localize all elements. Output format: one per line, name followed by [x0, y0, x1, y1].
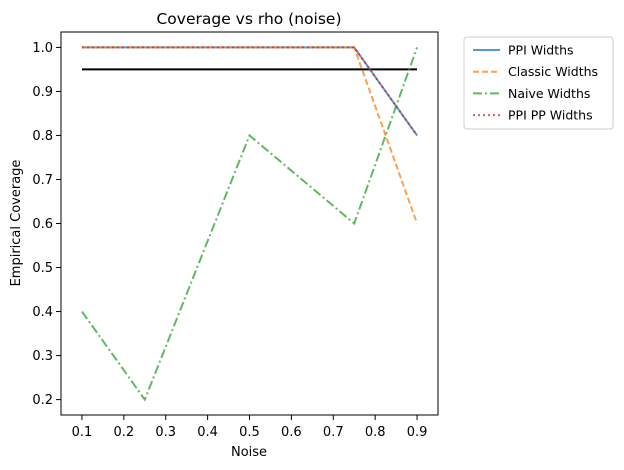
y-tick-label: 0.9 [32, 85, 53, 100]
legend-label: Naive Widths [508, 86, 590, 101]
y-tick-label: 1.0 [32, 41, 53, 56]
legend: PPI Widths Classic Widths Naive Widths PPI … [463, 36, 614, 130]
y-tick-label: 0.2 [32, 393, 53, 408]
y-tick-label: 0.5 [32, 261, 53, 276]
x-tick-label: 0.3 [155, 425, 176, 440]
plot-frame [60, 31, 439, 416]
legend-box [463, 36, 614, 130]
plot-area [81, 46, 419, 402]
x-tick-label: 0.5 [239, 425, 260, 440]
x-tick-label: 0.9 [407, 425, 428, 440]
y-tick-label: 0.4 [32, 305, 53, 320]
x-axis: 0.1 0.2 0.3 0.4 0.5 0.6 0.7 0.8 0.9 [72, 415, 428, 440]
series-line-4 [81, 46, 418, 137]
y-tick-label: 0.3 [32, 349, 53, 364]
x-tick-label: 0.1 [72, 425, 93, 440]
y-tick-label: 0.6 [32, 217, 53, 232]
legend-label: PPI Widths [508, 43, 574, 58]
y-axis: 0.2 0.3 0.4 0.5 0.6 0.7 0.8 0.9 1.0 [32, 41, 61, 408]
x-tick-label: 0.8 [365, 425, 386, 440]
x-tick-label: 0.7 [323, 425, 344, 440]
legend-label: PPI PP Widths [508, 108, 593, 123]
y-tick-label: 0.7 [32, 173, 53, 188]
legend-label: Classic Widths [508, 64, 598, 79]
series-line-1 [81, 46, 418, 137]
x-tick-label: 0.2 [113, 425, 134, 440]
y-axis-label: Empirical Coverage [9, 160, 24, 287]
x-tick-label: 0.4 [197, 425, 218, 440]
chart-title: Coverage vs rho (noise) [156, 10, 341, 28]
x-axis-label: Noise [231, 445, 267, 460]
series-line-3 [81, 47, 419, 402]
x-tick-label: 0.6 [281, 425, 302, 440]
y-tick-label: 0.8 [32, 129, 53, 144]
